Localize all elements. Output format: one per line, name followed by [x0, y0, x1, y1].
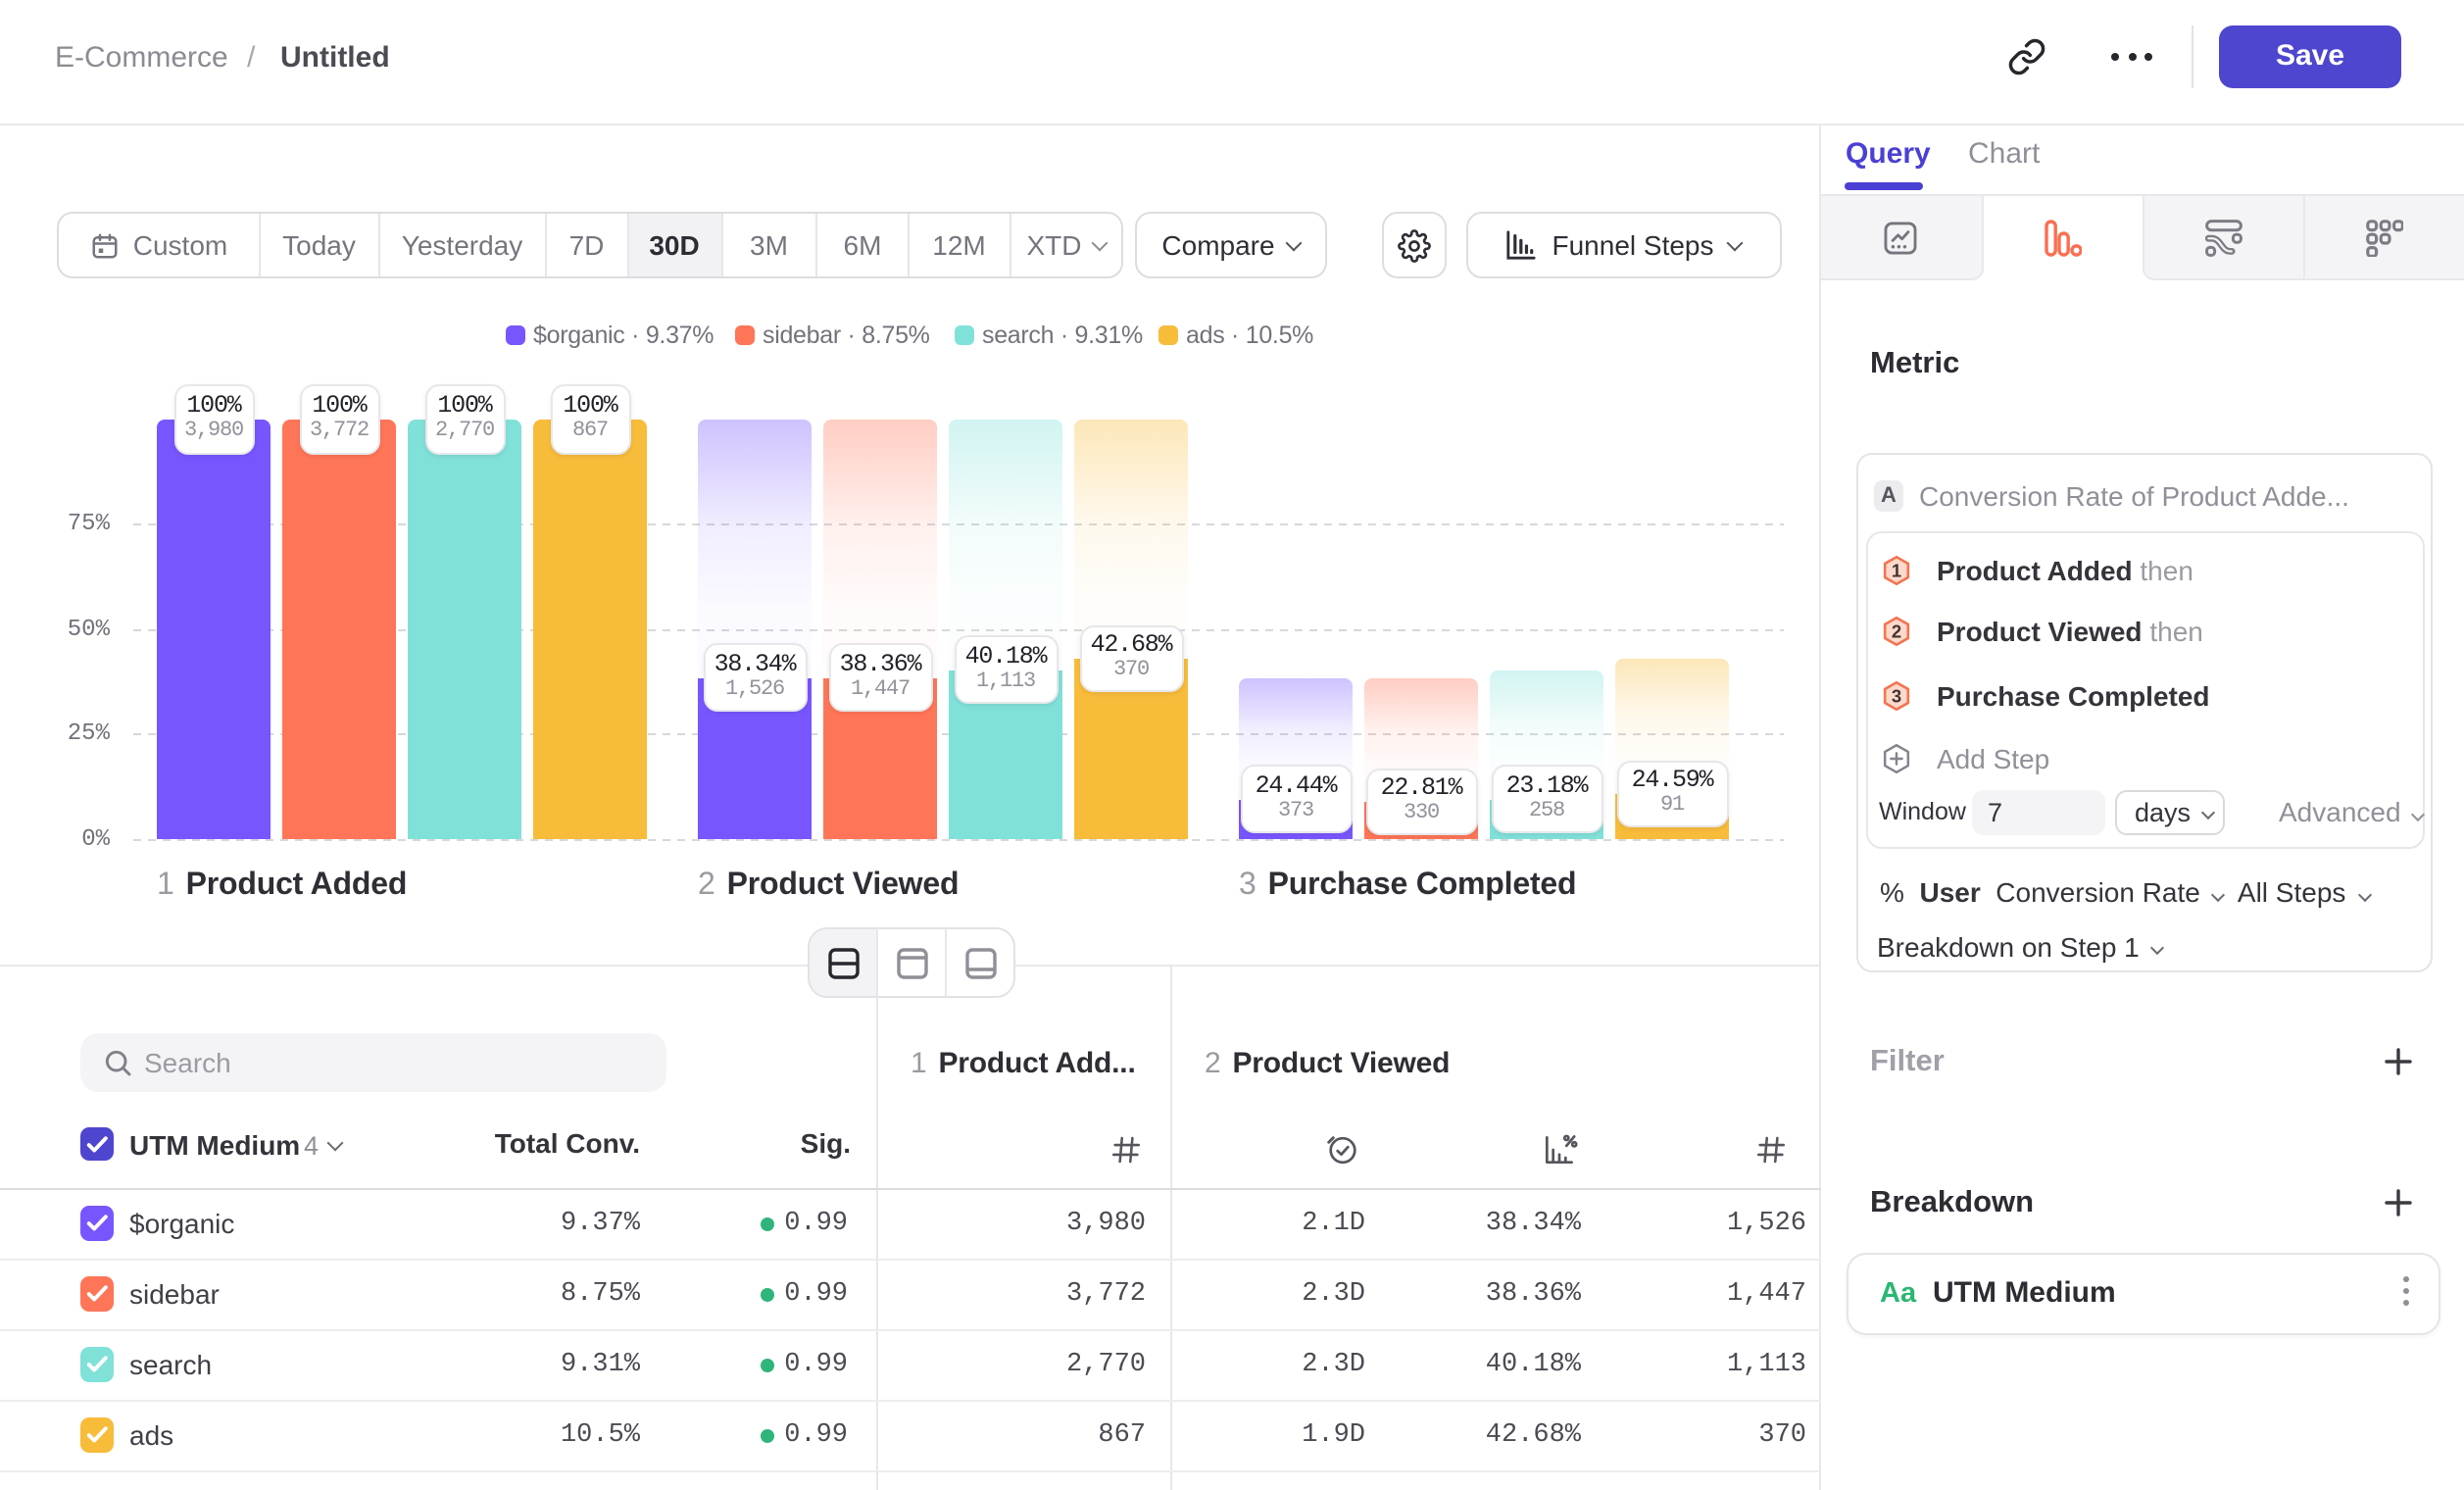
svg-text:2: 2	[1892, 620, 1901, 640]
svg-text:1: 1	[1892, 559, 1901, 579]
svg-text:3: 3	[1892, 684, 1901, 705]
